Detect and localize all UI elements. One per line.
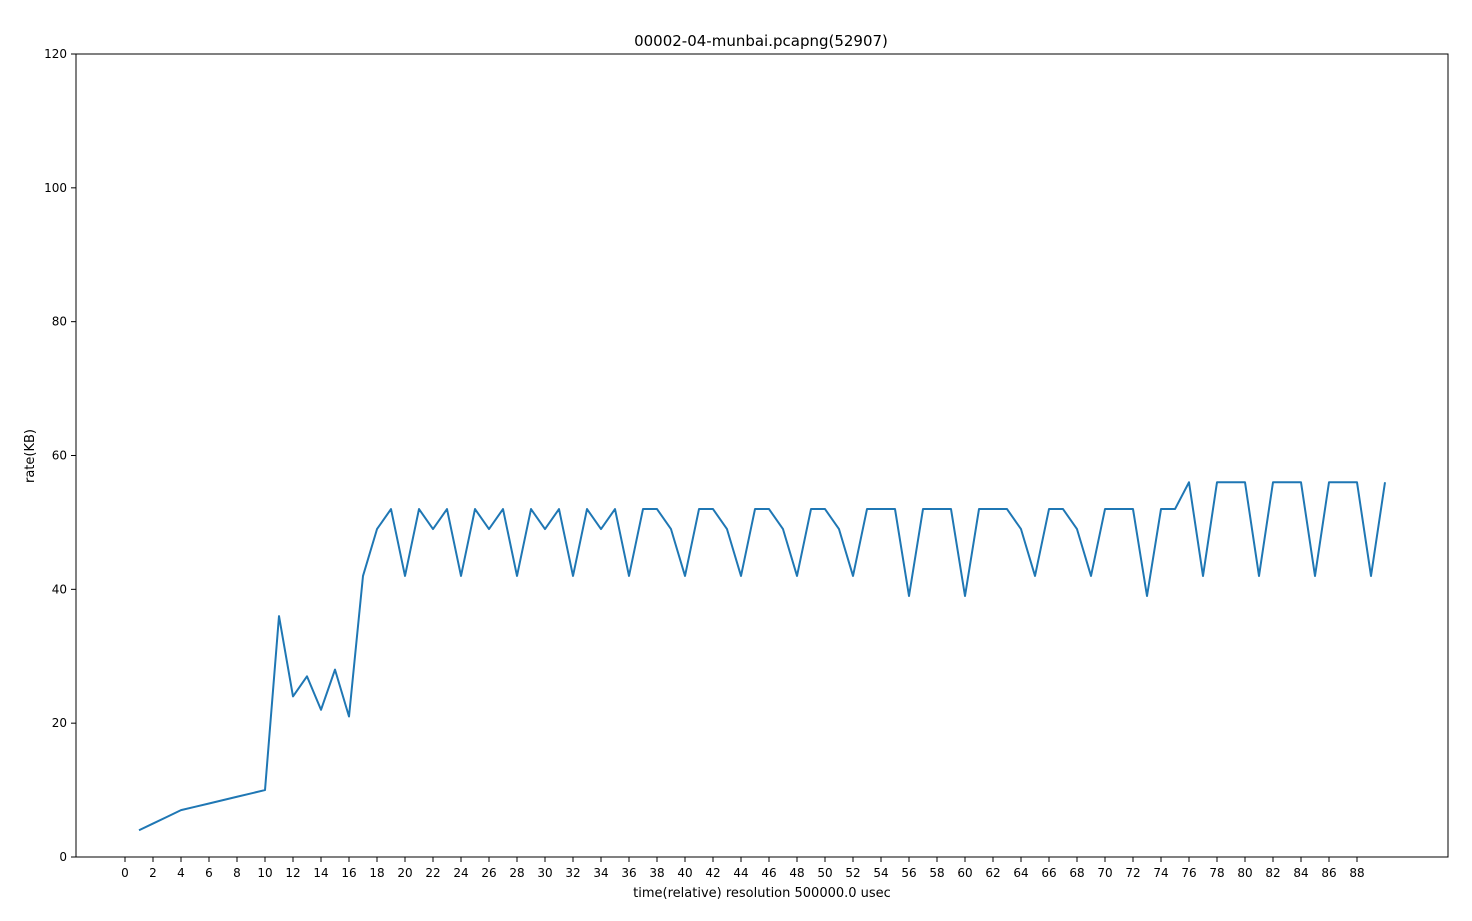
x-tick-label: 58 [929, 866, 944, 880]
x-tick-label: 80 [1237, 866, 1252, 880]
y-tick-label: 0 [59, 850, 67, 864]
x-tick-label: 74 [1153, 866, 1168, 880]
x-axis-ticks: 0 2 4 6 8 10 12 14 16 18 20 22 24 26 28 30 32 34 36 38 40 42 4… [121, 857, 1365, 880]
y-axis-ticks: 0 20 40 60 80 100 120 [44, 47, 76, 864]
x-tick-label: 38 [649, 866, 664, 880]
x-tick-label: 34 [593, 866, 608, 880]
x-axis-label: time(relative) resolution 500000.0 usec [633, 886, 891, 901]
x-tick-label: 70 [1097, 866, 1112, 880]
x-tick-label: 12 [285, 866, 300, 880]
x-tick-label: 26 [481, 866, 496, 880]
x-tick-label: 2 [149, 866, 157, 880]
x-tick-label: 88 [1349, 866, 1364, 880]
x-tick-label: 62 [985, 866, 1000, 880]
y-tick-label: 20 [52, 716, 67, 730]
x-tick-label: 4 [177, 866, 185, 880]
x-tick-label: 44 [733, 866, 748, 880]
y-tick-label: 40 [52, 582, 67, 596]
x-tick-label: 50 [817, 866, 832, 880]
x-tick-label: 24 [453, 866, 468, 880]
x-tick-label: 82 [1265, 866, 1280, 880]
x-tick-label: 18 [369, 866, 384, 880]
x-tick-label: 40 [677, 866, 692, 880]
x-tick-label: 36 [621, 866, 636, 880]
y-tick-label: 60 [52, 449, 67, 463]
x-tick-label: 56 [901, 866, 916, 880]
y-tick-label: 80 [52, 315, 67, 329]
x-tick-label: 14 [313, 866, 328, 880]
x-tick-label: 86 [1321, 866, 1336, 880]
x-tick-label: 16 [341, 866, 356, 880]
x-tick-label: 28 [509, 866, 524, 880]
x-tick-label: 54 [873, 866, 888, 880]
plot-frame [75, 53, 1449, 858]
x-tick-label: 64 [1013, 866, 1028, 880]
x-tick-label: 32 [565, 866, 580, 880]
x-tick-label: 20 [397, 866, 412, 880]
x-tick-label: 46 [761, 866, 776, 880]
chart-title: 00002-04-munbai.pcapng(52907) [634, 32, 888, 50]
x-tick-label: 8 [233, 866, 241, 880]
x-tick-label: 84 [1293, 866, 1308, 880]
y-tick-label: 120 [44, 47, 67, 61]
x-tick-label: 48 [789, 866, 804, 880]
x-tick-label: 60 [957, 866, 972, 880]
series-line [138, 481, 1386, 832]
x-tick-label: 78 [1209, 866, 1224, 880]
x-tick-label: 42 [705, 866, 720, 880]
x-tick-label: 30 [537, 866, 552, 880]
x-tick-label: 52 [845, 866, 860, 880]
plot-lines [138, 481, 1386, 832]
x-tick-label: 0 [121, 866, 129, 880]
x-tick-label: 66 [1041, 866, 1056, 880]
x-tick-label: 68 [1069, 866, 1084, 880]
x-tick-label: 10 [257, 866, 272, 880]
x-tick-label: 22 [425, 866, 440, 880]
y-axis-label: rate(KB) [23, 429, 38, 483]
x-tick-label: 72 [1125, 866, 1140, 880]
y-tick-label: 100 [44, 181, 67, 195]
x-tick-label: 6 [205, 866, 213, 880]
x-tick-label: 76 [1181, 866, 1196, 880]
